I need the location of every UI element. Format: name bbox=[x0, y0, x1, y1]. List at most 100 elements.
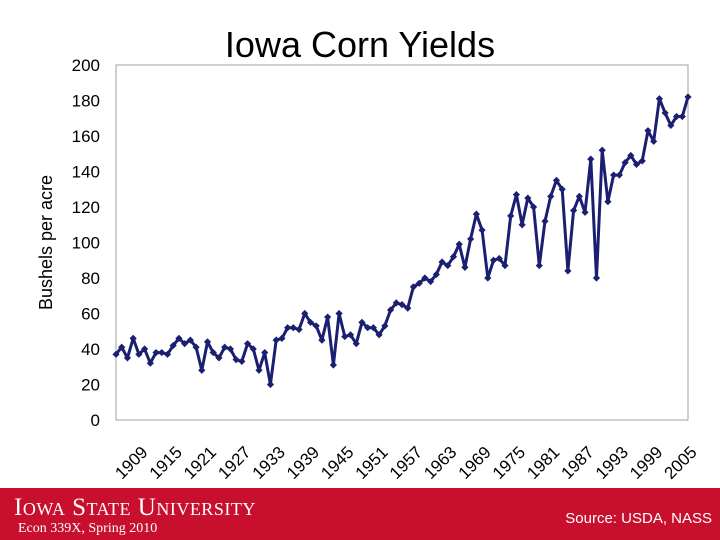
data-point bbox=[163, 350, 172, 358]
x-tick-label: 1921 bbox=[180, 443, 220, 483]
data-point bbox=[266, 380, 275, 389]
data-point bbox=[467, 235, 475, 243]
data-point bbox=[575, 192, 583, 200]
data-point bbox=[135, 350, 143, 358]
data-point bbox=[352, 340, 360, 348]
y-tick-label: 200 bbox=[72, 56, 100, 75]
data-point bbox=[169, 341, 177, 350]
x-tick-label: 2005 bbox=[661, 443, 701, 483]
data-point bbox=[421, 274, 429, 282]
university-logo: Iowa State University bbox=[14, 494, 256, 521]
data-point bbox=[678, 112, 686, 121]
y-tick-label: 120 bbox=[72, 198, 100, 217]
data-point bbox=[570, 206, 578, 215]
data-point bbox=[615, 171, 623, 179]
data-point bbox=[581, 208, 589, 216]
data-point bbox=[324, 313, 332, 321]
data-point bbox=[329, 361, 337, 369]
data-point bbox=[129, 334, 137, 342]
data-point bbox=[386, 306, 395, 314]
data-point bbox=[375, 331, 383, 339]
x-tick-label: 1945 bbox=[317, 443, 357, 483]
x-tick-label: 1951 bbox=[352, 443, 392, 483]
data-point bbox=[284, 324, 292, 332]
x-tick-label: 1993 bbox=[592, 443, 632, 483]
data-point bbox=[661, 109, 669, 117]
y-tick-label: 180 bbox=[72, 92, 100, 111]
data-point bbox=[552, 176, 561, 184]
data-point bbox=[272, 336, 280, 344]
data-point bbox=[512, 190, 520, 199]
x-tick-label: 1927 bbox=[214, 443, 254, 483]
data-point bbox=[123, 354, 132, 362]
data-point bbox=[398, 301, 406, 309]
data-point bbox=[472, 210, 480, 218]
data-point bbox=[278, 334, 286, 342]
data-point bbox=[489, 256, 498, 264]
data-point bbox=[318, 336, 326, 344]
y-tick-label: 80 bbox=[81, 269, 100, 288]
data-point bbox=[186, 336, 194, 344]
y-tick-label: 100 bbox=[72, 234, 100, 253]
data-point bbox=[415, 279, 423, 287]
data-point bbox=[524, 194, 532, 202]
x-tick-label: 1975 bbox=[489, 443, 529, 483]
x-tick-label: 1969 bbox=[455, 443, 495, 483]
x-tick-label: 1933 bbox=[249, 443, 289, 483]
data-point bbox=[644, 127, 652, 135]
x-tick-label: 1957 bbox=[386, 443, 426, 483]
data-point bbox=[461, 263, 469, 271]
data-point bbox=[203, 338, 212, 346]
course-label: Econ 339X, Spring 2010 bbox=[18, 521, 158, 536]
data-point bbox=[478, 226, 486, 234]
data-point bbox=[238, 357, 246, 366]
data-point bbox=[358, 318, 366, 326]
data-point bbox=[364, 324, 372, 332]
data-point bbox=[198, 366, 206, 374]
data-point bbox=[381, 322, 389, 330]
data-point bbox=[518, 221, 526, 229]
data-point bbox=[427, 277, 435, 286]
data-point bbox=[141, 345, 149, 353]
data-point bbox=[243, 340, 252, 348]
y-tick-label: 0 bbox=[91, 411, 100, 430]
x-tick-label: 1909 bbox=[111, 443, 151, 483]
source-label: Source: USDA, NASS bbox=[565, 510, 712, 527]
data-point bbox=[261, 348, 269, 357]
data-point bbox=[632, 160, 641, 168]
data-point bbox=[221, 343, 229, 351]
data-point bbox=[369, 324, 377, 332]
data-point bbox=[529, 203, 538, 211]
data-point bbox=[672, 112, 681, 121]
data-point bbox=[289, 324, 297, 332]
y-tick-label: 20 bbox=[81, 376, 100, 395]
data-point bbox=[215, 354, 223, 362]
chart-title: Iowa Corn Yields bbox=[224, 24, 496, 65]
data-point bbox=[507, 212, 515, 220]
data-point bbox=[209, 348, 217, 357]
x-tick-label: 1981 bbox=[523, 443, 563, 483]
data-point bbox=[404, 304, 412, 312]
data-point bbox=[610, 171, 618, 179]
data-point bbox=[341, 332, 349, 341]
y-tick-label: 40 bbox=[81, 340, 100, 359]
data-point bbox=[432, 270, 440, 279]
y-tick-label: 60 bbox=[81, 305, 100, 324]
data-point bbox=[226, 345, 234, 353]
data-point bbox=[667, 121, 675, 129]
y-axis-label: Bushels per acre bbox=[36, 175, 56, 310]
data-point bbox=[301, 309, 309, 318]
data-point bbox=[455, 240, 463, 248]
data-point bbox=[306, 318, 315, 326]
data-point bbox=[444, 261, 452, 270]
data-point bbox=[158, 348, 166, 357]
data-point bbox=[541, 217, 549, 225]
data-point bbox=[535, 261, 543, 270]
data-point bbox=[255, 366, 263, 374]
x-tick-label: 1915 bbox=[146, 443, 186, 483]
x-tick-label: 1963 bbox=[420, 443, 460, 483]
data-point bbox=[232, 356, 240, 364]
data-point bbox=[181, 340, 189, 348]
y-tick-label: 140 bbox=[72, 163, 100, 182]
